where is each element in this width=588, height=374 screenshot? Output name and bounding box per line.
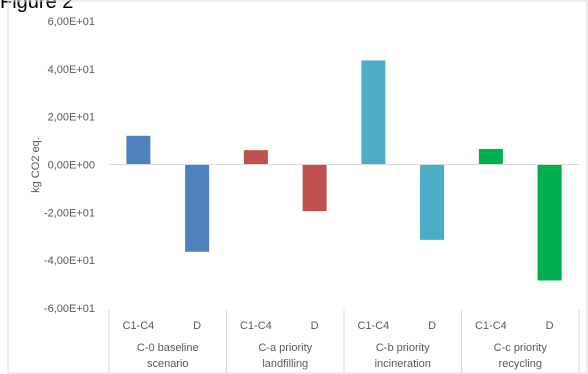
bar-2-1 bbox=[420, 164, 445, 240]
x-tick-label: D bbox=[428, 320, 436, 332]
y-tick-label: -2,00E+01 bbox=[44, 207, 95, 219]
x-tick-label: D bbox=[311, 320, 319, 332]
group-label: C-a priority bbox=[258, 342, 312, 354]
y-axis-label: kg CO2 eq. bbox=[30, 137, 42, 193]
x-tick-label: C1-C4 bbox=[357, 320, 389, 332]
bar-1-0 bbox=[243, 150, 268, 165]
y-tick-label: 4,00E+01 bbox=[48, 64, 95, 76]
group-label: recycling bbox=[499, 358, 542, 370]
bars bbox=[126, 60, 562, 281]
y-tick-label: 0,00E+00 bbox=[48, 160, 95, 172]
bar-1-1 bbox=[302, 164, 327, 212]
y-tick-label: 6,00E+01 bbox=[48, 16, 95, 28]
y-tick-label: -4,00E+01 bbox=[44, 255, 95, 267]
y-tick-labels: 6,00E+01 4,00E+01 2,00E+01 0,00E+00 -2,00E+0… bbox=[44, 16, 95, 315]
group-label: C-b priority bbox=[376, 342, 430, 354]
figure-label: Figure 2 bbox=[0, 0, 74, 13]
bar-2-0 bbox=[361, 60, 386, 165]
category-axis: C1-C4 D C-0 baseline scenario C1-C4 D C-a prio… bbox=[108, 164, 580, 373]
bar-0-1 bbox=[185, 164, 210, 252]
bar-3-0 bbox=[478, 148, 503, 165]
x-tick-label: D bbox=[546, 320, 554, 332]
group-label: landfilling bbox=[262, 358, 308, 370]
group-label: C-0 baseline bbox=[137, 342, 199, 354]
bar-0-0 bbox=[126, 135, 151, 165]
group-label: C-c priority bbox=[494, 342, 548, 354]
chart-frame bbox=[7, 0, 588, 374]
x-tick-label: C1-C4 bbox=[122, 320, 154, 332]
x-tick-label: C1-C4 bbox=[475, 320, 507, 332]
bar-3-1 bbox=[537, 164, 562, 281]
x-tick-label: D bbox=[193, 320, 201, 332]
group-label: scenario bbox=[147, 358, 189, 370]
y-tick-label: 2,00E+01 bbox=[48, 112, 95, 124]
x-tick-label: C1-C4 bbox=[240, 320, 272, 332]
group-label: incineration bbox=[375, 358, 431, 370]
y-tick-label: -6,00E+01 bbox=[44, 303, 95, 315]
